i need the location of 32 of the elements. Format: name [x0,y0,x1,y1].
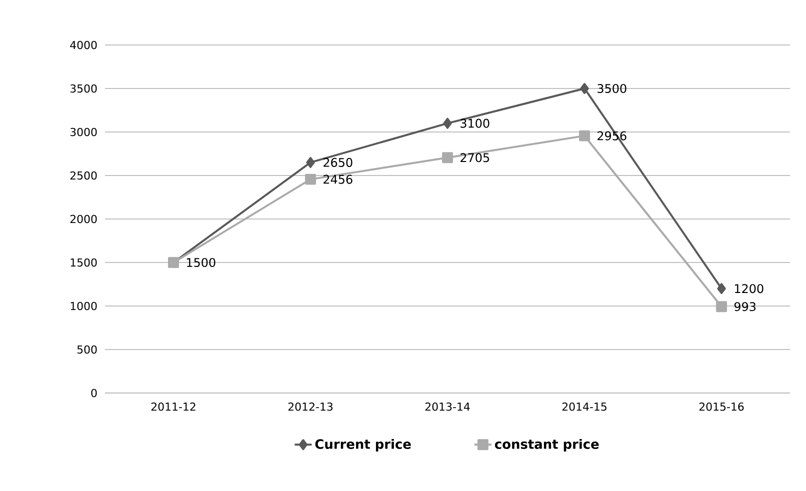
legend-label: constant price [494,438,599,452]
point [717,283,726,294]
legend-label: Current price [315,438,411,452]
data-label: 3500 [598,84,626,94]
y-tick-label: 1500 [70,258,97,267]
x-tick-label: 2013-14 [425,402,470,411]
x-tick-label: 2014-15 [562,402,606,411]
data-label: 3100 [460,118,490,128]
data-label: 993 [734,302,756,312]
y-tick-label: 500 [77,345,97,354]
y-tick-label: 3500 [70,84,97,93]
point [443,118,452,129]
point [579,130,590,142]
y-tick-label: 4000 [70,40,97,50]
x-tick-label: 2012-13 [288,402,333,411]
point [716,301,727,312]
data-label: 2456 [324,174,352,184]
x-tick-label: 2011-12 [151,402,196,411]
y-tick-label: 1000 [70,302,97,310]
x-tick-label: 2015-16 [699,402,744,411]
y-tick-label: 0 [91,388,97,398]
point [442,152,453,164]
point [580,83,589,94]
data-label: 2650 [324,158,352,167]
point [305,174,316,185]
data-label: 1200 [734,284,764,294]
data-label: 2705 [460,153,490,162]
y-tick-label: 2500 [70,171,97,180]
y-tick-label: 3000 [70,128,97,136]
y-tick-label: 2000 [70,214,97,224]
point [306,156,315,168]
data-label: 1500 [186,258,216,268]
